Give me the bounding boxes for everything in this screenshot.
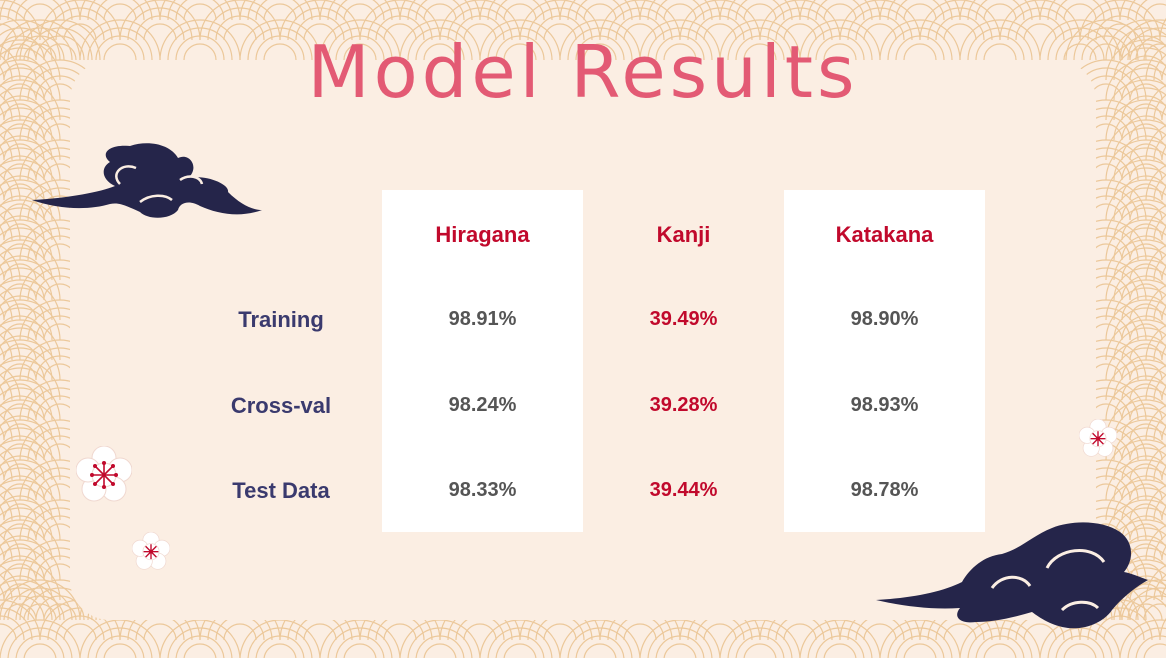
cloud-icon [876, 522, 1148, 629]
hiragana-column-panel [382, 190, 583, 532]
row-label-cross-val: Cross-val [230, 393, 332, 418]
table-cell: 98.78% [850, 479, 919, 501]
katakana-column-panel [784, 190, 985, 532]
table-cell: 98.24% [448, 394, 517, 416]
table-cell: 98.90% [850, 308, 919, 330]
page-title: Model Results [307, 30, 859, 114]
table-cell: 98.91% [448, 308, 517, 330]
table-cell: 98.33% [448, 479, 517, 501]
table-cell: 98.93% [850, 394, 919, 416]
plum-blossom-icon [76, 446, 132, 502]
table-cell: 39.44% [649, 479, 718, 501]
table-cell: 39.49% [649, 308, 718, 330]
row-label-training: Training [238, 307, 324, 332]
column-header-katakana: Katakana [835, 222, 934, 247]
column-header-kanji: Kanji [656, 222, 711, 247]
table-cell: 39.28% [649, 394, 718, 416]
cloud-icon [32, 143, 262, 218]
row-label-test-data: Test Data [232, 478, 330, 503]
plum-blossom-icon [1079, 419, 1117, 457]
plum-blossom-icon [132, 532, 170, 570]
column-header-hiragana: Hiragana [435, 222, 530, 247]
